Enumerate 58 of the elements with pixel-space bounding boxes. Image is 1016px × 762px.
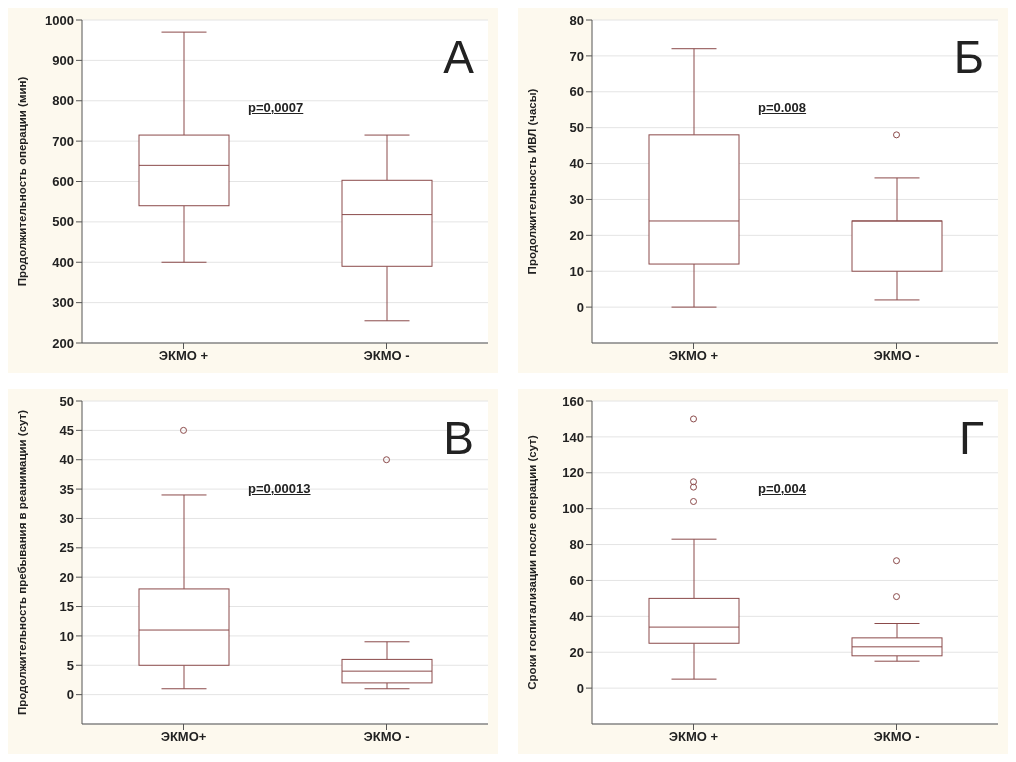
y-tick-label: 900 bbox=[52, 52, 74, 68]
y-tick-label: 40 bbox=[569, 156, 584, 172]
y-tick-label: 80 bbox=[569, 537, 584, 553]
y-tick-label: 0 bbox=[576, 299, 584, 315]
y-tick-label: 300 bbox=[52, 295, 74, 311]
y-tick-label: 1000 bbox=[45, 12, 74, 28]
y-tick-label: 40 bbox=[569, 608, 584, 624]
x-tick-label: ЭКМО - bbox=[873, 348, 920, 364]
annotation: p=0.008 bbox=[758, 100, 807, 115]
y-tick-label: 800 bbox=[52, 93, 74, 109]
x-tick-label: ЭКМО - bbox=[873, 729, 920, 745]
chart-title: Г bbox=[959, 411, 984, 465]
y-tick-label: 30 bbox=[59, 511, 74, 527]
y-axis-title: Продолжительность операции (мин) bbox=[16, 76, 29, 287]
chart-title: Б bbox=[953, 30, 984, 84]
y-tick-label: 100 bbox=[562, 501, 584, 517]
y-tick-label: 400 bbox=[52, 254, 74, 270]
y-tick-label: 15 bbox=[59, 599, 74, 615]
y-tick-label: 10 bbox=[569, 263, 584, 279]
y-tick-label: 20 bbox=[59, 569, 74, 585]
y-axis-title: Сроки госпитализации после операции (сут) bbox=[526, 435, 539, 690]
y-tick-label: 0 bbox=[576, 680, 584, 696]
y-tick-label: 120 bbox=[562, 465, 584, 481]
y-tick-label: 0 bbox=[66, 687, 74, 703]
y-tick-label: 5 bbox=[66, 657, 74, 673]
y-tick-label: 60 bbox=[569, 573, 584, 589]
x-tick-label: ЭКМО+ bbox=[160, 729, 207, 745]
x-tick-label: ЭКМО - bbox=[363, 348, 410, 364]
chart-title: А bbox=[443, 30, 474, 84]
y-tick-label: 50 bbox=[569, 120, 584, 136]
y-tick-label: 200 bbox=[52, 335, 74, 351]
chart-title: В bbox=[443, 411, 474, 465]
y-tick-label: 40 bbox=[59, 452, 74, 468]
annotation: p=0,004 bbox=[758, 481, 807, 496]
y-tick-label: 10 bbox=[59, 628, 74, 644]
x-tick-label: ЭКМО - bbox=[363, 729, 410, 745]
y-tick-label: 50 bbox=[59, 393, 74, 409]
y-tick-label: 80 bbox=[569, 12, 584, 28]
y-tick-label: 20 bbox=[569, 227, 584, 243]
annotation: p=0,00013 bbox=[248, 481, 311, 496]
y-tick-label: 30 bbox=[569, 192, 584, 208]
y-tick-label: 70 bbox=[569, 48, 584, 64]
y-tick-label: 140 bbox=[562, 429, 584, 445]
y-tick-label: 25 bbox=[59, 540, 74, 556]
y-tick-label: 35 bbox=[59, 481, 74, 497]
x-tick-label: ЭКМО + bbox=[668, 729, 719, 745]
y-axis-title: Продолжительность ИВЛ (часы) bbox=[526, 88, 539, 275]
y-tick-label: 20 bbox=[569, 644, 584, 660]
y-tick-label: 700 bbox=[52, 133, 74, 149]
annotation: p=0,0007 bbox=[248, 100, 304, 115]
y-tick-label: 160 bbox=[562, 393, 584, 409]
x-tick-label: ЭКМО + bbox=[158, 348, 209, 364]
y-tick-label: 500 bbox=[52, 214, 74, 230]
y-axis-title: Продолжительность пребывания в реанимации (сут) bbox=[16, 409, 29, 716]
y-tick-label: 60 bbox=[569, 84, 584, 100]
y-tick-label: 600 bbox=[52, 174, 74, 190]
x-tick-label: ЭКМО + bbox=[668, 348, 719, 364]
y-tick-label: 45 bbox=[59, 422, 74, 438]
